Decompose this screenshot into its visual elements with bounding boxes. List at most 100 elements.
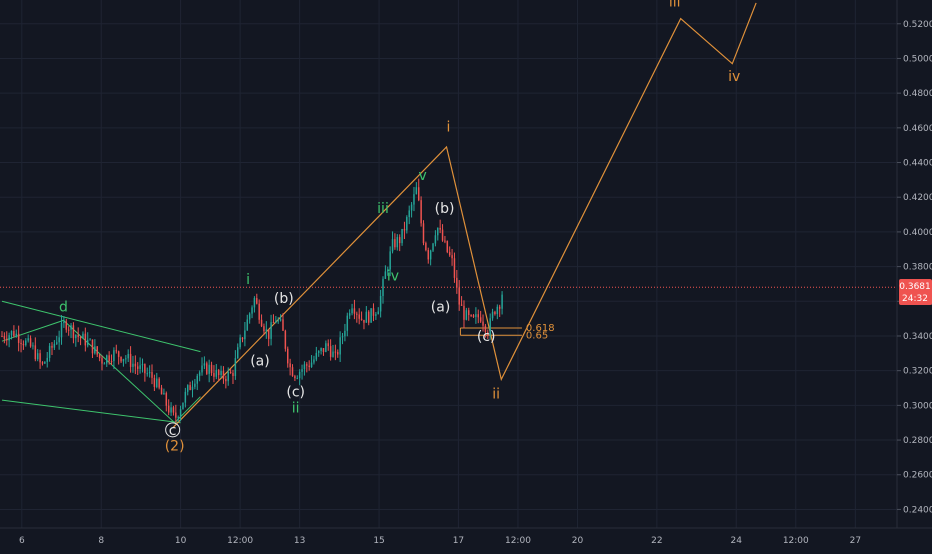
candle-body: [217, 370, 220, 376]
candle-body: [444, 240, 446, 242]
y-tick-label: 0.4600: [903, 124, 932, 134]
candle-body: [401, 228, 403, 244]
candle-body: [256, 298, 258, 304]
candle-body: [427, 250, 429, 260]
wave-label: (2): [165, 438, 185, 454]
candle-body: [332, 351, 334, 357]
candle-body: [489, 318, 491, 336]
x-tick-label: 20: [572, 536, 584, 546]
candle-body: [46, 357, 48, 362]
candle-body: [25, 340, 27, 346]
candle-body: [396, 237, 399, 248]
candle-body: [67, 329, 70, 331]
candle-body: [1, 335, 3, 337]
candle-body: [153, 377, 156, 387]
candle-body: [263, 326, 265, 332]
candle-body: [360, 318, 363, 320]
candle-body: [110, 361, 113, 363]
green-wave-zigzag: [1, 319, 201, 424]
candle-body: [325, 343, 327, 352]
candle-body: [103, 363, 106, 365]
candle-body: [36, 353, 39, 360]
wave-label: ii: [492, 386, 500, 402]
wave-label: iii: [377, 201, 389, 217]
candle-body: [125, 358, 127, 360]
candle-body: [246, 319, 249, 331]
candle-body: [158, 378, 160, 388]
candle-body: [410, 204, 413, 211]
candle-body: [44, 361, 46, 364]
candle-body: [377, 311, 379, 315]
candle-body: [6, 338, 8, 341]
trend-line: [1, 300, 201, 353]
candle-body: [186, 385, 189, 392]
candle-body: [122, 359, 125, 362]
wave-label-circle: [165, 422, 181, 438]
candle-body: [372, 308, 375, 316]
y-tick-label: 0.4400: [903, 159, 932, 169]
candle-body: [301, 369, 303, 372]
candle-body: [13, 331, 15, 337]
candle-body: [27, 338, 29, 341]
candle-body: [234, 358, 237, 376]
candle-body: [172, 407, 175, 413]
candle-body: [72, 325, 75, 339]
candle-body: [167, 405, 170, 413]
candle-body: [260, 319, 263, 327]
candle-body: [417, 187, 420, 201]
countdown-label: 24:32: [902, 294, 928, 304]
candle-body: [22, 344, 25, 346]
candle-body: [356, 313, 358, 315]
candle-body: [17, 333, 20, 343]
y-tick-label: 0.3200: [903, 367, 932, 377]
candle-body: [363, 319, 365, 323]
candle-body: [367, 311, 370, 323]
candle-body: [84, 333, 87, 346]
candle-body: [34, 345, 37, 360]
candle-body: [10, 331, 13, 336]
y-tick-label: 0.4000: [903, 228, 932, 238]
candle-body: [339, 337, 341, 355]
candle-body: [213, 373, 215, 377]
candle-body: [39, 353, 41, 363]
candle-body: [375, 314, 377, 316]
candle-body: [441, 229, 444, 241]
candle-body: [448, 252, 451, 256]
candle-body: [194, 383, 196, 387]
candle-body: [96, 346, 98, 355]
candle-body: [237, 347, 239, 359]
wave-label: c: [169, 423, 177, 439]
y-tick-label: 0.4200: [903, 193, 932, 203]
candle-body: [165, 393, 168, 406]
fib-level-label: 0.65: [526, 330, 548, 341]
candle-body: [89, 339, 91, 341]
candles: [1, 178, 503, 423]
candle-body: [251, 307, 253, 314]
candle-body: [422, 223, 425, 244]
candle-body: [453, 258, 456, 278]
x-tick-label: 24: [731, 536, 743, 546]
wave-label: iv: [728, 69, 740, 85]
candle-body: [434, 235, 437, 244]
orange-wave-projection: [172, 2, 757, 429]
candle-body: [310, 362, 313, 367]
candle-body: [51, 345, 53, 348]
fib-level-label: 0.618: [526, 323, 555, 334]
candle-body: [141, 364, 144, 366]
candle-body: [389, 251, 391, 270]
candle-body: [456, 277, 458, 288]
candle-body: [41, 362, 44, 364]
candle-body: [327, 343, 329, 347]
candle-body: [15, 333, 18, 337]
x-tick-label: 27: [850, 536, 861, 546]
candle-body: [470, 315, 472, 317]
candle-body: [406, 217, 408, 231]
candle-body: [106, 355, 108, 364]
candle-body: [253, 298, 256, 308]
candle-body: [189, 385, 191, 391]
candle-body: [267, 329, 270, 339]
